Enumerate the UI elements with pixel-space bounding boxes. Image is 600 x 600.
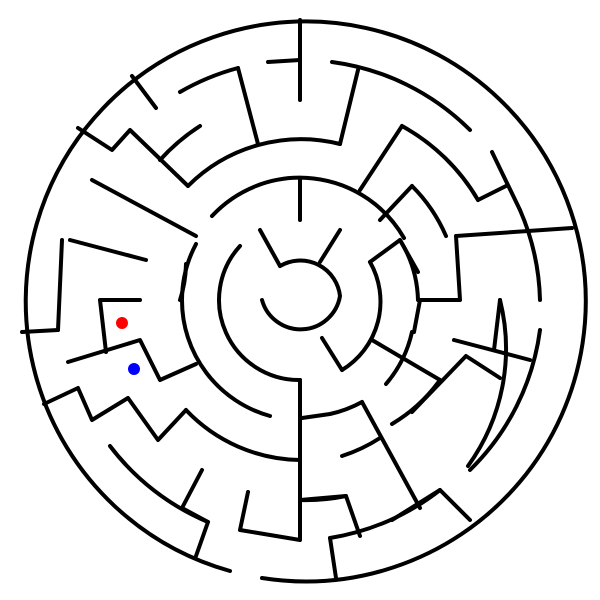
wall-segment: [238, 378, 302, 542]
wall-segment: [378, 184, 414, 222]
wall-segment: [266, 58, 302, 64]
wall-segment: [68, 238, 148, 262]
outer-wall: [23, 19, 588, 584]
wall-segment: [258, 228, 282, 268]
wall-segment: [298, 494, 362, 538]
wall-segment: [76, 126, 190, 188]
start-marker: [116, 317, 128, 329]
maze-walls: [20, 18, 588, 584]
wall-segment: [320, 336, 344, 372]
wall-segment: [42, 386, 188, 442]
wall-segment: [158, 124, 202, 162]
wall-segment: [260, 258, 342, 332]
wall-segment: [412, 298, 422, 334]
wall-segment: [410, 354, 502, 414]
wall-segment: [340, 260, 383, 372]
wall-segment: [400, 124, 480, 202]
wall-segment: [300, 400, 364, 420]
wall-segment: [492, 298, 502, 352]
wall-segment: [390, 378, 442, 426]
wall-segment: [340, 436, 382, 458]
wall-segment: [370, 338, 442, 382]
wall-segment: [90, 178, 198, 238]
maze-markers: [116, 317, 140, 375]
wall-segment: [98, 298, 142, 354]
wall-segment: [360, 400, 422, 510]
wall-segment: [20, 328, 60, 334]
wall-segment: [217, 244, 302, 383]
wall-segment: [178, 66, 240, 94]
wall-segment: [466, 298, 508, 468]
wall-segment: [179, 242, 272, 418]
wall-segment: [490, 150, 522, 212]
wall-segment: [210, 175, 406, 240]
wall-segment: [476, 184, 508, 202]
wall-segment: [236, 66, 260, 146]
wall-segment: [318, 228, 342, 264]
wall-segment: [56, 238, 64, 332]
wall-segment: [358, 124, 404, 192]
wall-segment: [368, 238, 420, 274]
wall-segment: [184, 408, 302, 462]
wall-segment: [330, 60, 472, 132]
wall-segment: [328, 536, 338, 580]
goal-marker: [128, 363, 140, 375]
wall-segment: [338, 68, 360, 146]
wall-segment: [518, 208, 542, 302]
wall-segment: [390, 488, 472, 522]
wall-segment: [410, 184, 448, 238]
wall-segment: [130, 74, 158, 110]
wall-segment: [468, 328, 542, 472]
wall-segment: [180, 468, 210, 558]
wall-segment: [66, 338, 198, 382]
wall-segment: [418, 226, 574, 302]
